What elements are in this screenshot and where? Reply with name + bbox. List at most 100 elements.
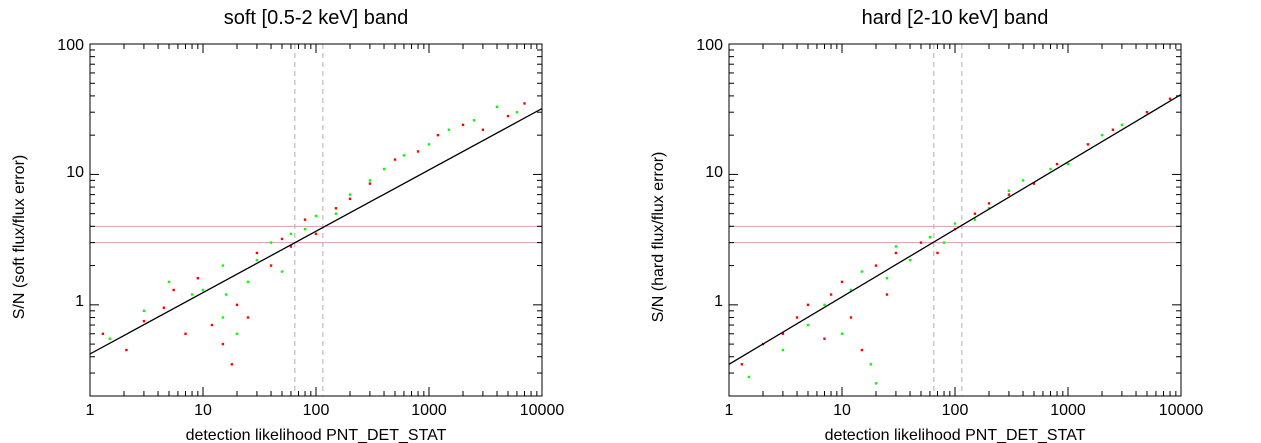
data-point [269, 241, 273, 244]
data-point [885, 293, 889, 296]
data-point [928, 236, 932, 239]
data-point [823, 337, 826, 340]
data-point [1032, 182, 1036, 185]
data-point [860, 270, 864, 273]
data-point [235, 332, 239, 335]
data-point [795, 316, 799, 319]
data-point [280, 270, 284, 273]
chart-soft-band: soft [0.5-2 keV] band S/N (soft flux/flu… [11, 7, 564, 443]
data-point [368, 179, 372, 182]
x-tick-label: 1000 [1050, 402, 1086, 419]
data-point [740, 363, 744, 366]
data-point [987, 202, 991, 205]
data-point [874, 382, 878, 385]
y-tick-label: 1 [714, 293, 723, 310]
data-point [269, 264, 273, 267]
data-point [334, 212, 338, 215]
chart-title: soft [0.5-2 keV] band [224, 7, 409, 29]
y-tick-label: 10 [66, 164, 84, 181]
data-point [472, 119, 476, 122]
data-point [447, 128, 451, 131]
data-point [860, 348, 864, 352]
data-point [427, 143, 431, 146]
data-point [506, 114, 510, 118]
x-tick-label: 10 [833, 402, 851, 419]
data-point [747, 375, 751, 379]
plot-area [729, 44, 1181, 396]
y-tick-label: 1 [75, 293, 84, 310]
data-point [101, 332, 105, 335]
data-point [255, 258, 259, 262]
data-point [1055, 162, 1059, 166]
data-point [167, 280, 171, 284]
data-point [1111, 128, 1115, 131]
data-point [348, 193, 352, 196]
data-point [1049, 167, 1052, 171]
data-point [125, 348, 128, 352]
y-axis-label: S/N (hard flux/flux error) [650, 152, 667, 323]
data-point [829, 293, 833, 296]
data-point [1100, 133, 1104, 137]
data-point [1086, 143, 1090, 146]
data-point [481, 128, 485, 131]
data-point [221, 264, 225, 267]
x-tick-label: 10000 [520, 402, 565, 419]
plot-area [90, 44, 542, 396]
data-point [172, 288, 175, 292]
data-point [162, 306, 166, 309]
data-point [953, 222, 957, 225]
data-point [142, 319, 146, 323]
data-point [393, 158, 397, 161]
data-point [224, 293, 228, 296]
data-point [840, 332, 844, 335]
data-point [515, 110, 519, 114]
data-point [461, 123, 465, 127]
data-point [885, 277, 889, 280]
data-point [894, 245, 898, 248]
data-point [973, 218, 977, 221]
data-point [495, 105, 499, 108]
data-point [523, 102, 526, 105]
data-point [1120, 123, 1124, 127]
data-point [1021, 179, 1025, 182]
y-tick-label: 10 [705, 164, 723, 181]
y-tick-label: 100 [696, 37, 723, 54]
data-point [849, 316, 853, 319]
data-point [942, 241, 946, 244]
fit-line [90, 107, 542, 355]
x-tick-label: 100 [942, 402, 969, 419]
data-point [314, 232, 318, 236]
data-point [230, 363, 234, 366]
x-axis-label: detection likelihood PNT_DET_STAT [186, 427, 447, 443]
chart-title: hard [2-10 keV] band [862, 7, 1049, 29]
x-tick-label: 10 [194, 402, 212, 419]
data-point [289, 245, 293, 248]
data-point [246, 280, 250, 284]
x-tick-label: 1 [725, 402, 734, 419]
data-point [280, 237, 284, 241]
y-tick-label: 100 [57, 37, 84, 54]
data-point [255, 251, 259, 255]
data-point [1007, 189, 1011, 192]
data-point [221, 316, 225, 319]
data-point [1007, 193, 1011, 196]
data-point [781, 332, 785, 335]
data-point [368, 182, 372, 185]
data-point [142, 309, 146, 313]
data-point [840, 280, 844, 284]
data-point [303, 218, 307, 221]
data-point [908, 258, 912, 262]
fit-line [729, 93, 1181, 365]
x-tick-label: 100 [303, 402, 330, 419]
data-point [289, 232, 293, 236]
plot-frame [728, 43, 1182, 397]
data-point [987, 207, 991, 210]
data-point [303, 228, 307, 231]
data-point [402, 154, 406, 157]
y-axis-label: S/N (soft flux/flux error) [11, 155, 28, 319]
data-point [1168, 97, 1172, 101]
data-point [196, 277, 200, 280]
data-point [221, 342, 225, 346]
data-point [348, 197, 352, 201]
data-point [235, 303, 239, 307]
